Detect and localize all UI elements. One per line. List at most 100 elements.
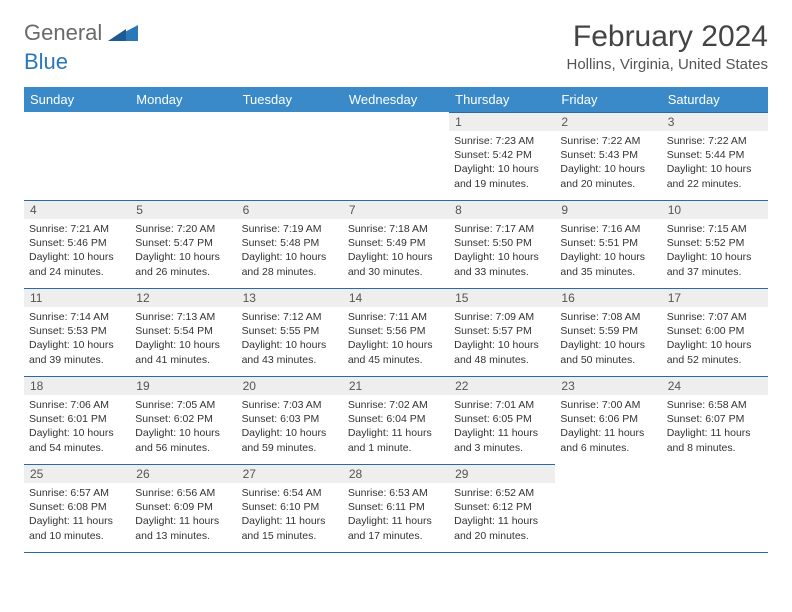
daylight-text: Daylight: 10 hours and 33 minutes. (454, 250, 550, 278)
logo-word-blue: Blue (24, 49, 768, 75)
sunrise-text: Sunrise: 7:11 AM (348, 310, 444, 324)
sunset-text: Sunset: 5:53 PM (29, 324, 125, 338)
day-details: Sunrise: 6:56 AMSunset: 6:09 PMDaylight:… (130, 483, 236, 548)
sunset-text: Sunset: 5:48 PM (242, 236, 338, 250)
sunset-text: Sunset: 6:03 PM (242, 412, 338, 426)
daylight-text: Daylight: 10 hours and 24 minutes. (29, 250, 125, 278)
day-cell: . (662, 464, 768, 552)
day-number: 18 (24, 376, 130, 395)
calendar-table: Sunday Monday Tuesday Wednesday Thursday… (24, 87, 768, 553)
day-details: Sunrise: 7:08 AMSunset: 5:59 PMDaylight:… (555, 307, 661, 372)
day-number: 6 (237, 200, 343, 219)
day-details: Sunrise: 7:11 AMSunset: 5:56 PMDaylight:… (343, 307, 449, 372)
daylight-text: Daylight: 10 hours and 52 minutes. (667, 338, 763, 366)
sunset-text: Sunset: 5:55 PM (242, 324, 338, 338)
day-number: 2 (555, 112, 661, 131)
sunset-text: Sunset: 5:42 PM (454, 148, 550, 162)
day-cell: 20Sunrise: 7:03 AMSunset: 6:03 PMDayligh… (237, 376, 343, 464)
weekday-header: Tuesday (237, 87, 343, 112)
sunset-text: Sunset: 6:09 PM (135, 500, 231, 514)
day-cell: 6Sunrise: 7:19 AMSunset: 5:48 PMDaylight… (237, 200, 343, 288)
day-details: Sunrise: 7:18 AMSunset: 5:49 PMDaylight:… (343, 219, 449, 284)
day-number: 13 (237, 288, 343, 307)
logo-word-general: General (24, 20, 102, 46)
day-cell: 22Sunrise: 7:01 AMSunset: 6:05 PMDayligh… (449, 376, 555, 464)
day-cell: 27Sunrise: 6:54 AMSunset: 6:10 PMDayligh… (237, 464, 343, 552)
day-cell: 29Sunrise: 6:52 AMSunset: 6:12 PMDayligh… (449, 464, 555, 552)
day-details: Sunrise: 7:03 AMSunset: 6:03 PMDaylight:… (237, 395, 343, 460)
daylight-text: Daylight: 10 hours and 50 minutes. (560, 338, 656, 366)
day-number: 14 (343, 288, 449, 307)
sunset-text: Sunset: 6:00 PM (667, 324, 763, 338)
day-number: 10 (662, 200, 768, 219)
daylight-text: Daylight: 10 hours and 48 minutes. (454, 338, 550, 366)
day-number: 9 (555, 200, 661, 219)
day-number: 27 (237, 464, 343, 483)
daylight-text: Daylight: 10 hours and 59 minutes. (242, 426, 338, 454)
day-details: Sunrise: 7:20 AMSunset: 5:47 PMDaylight:… (130, 219, 236, 284)
day-cell: 5Sunrise: 7:20 AMSunset: 5:47 PMDaylight… (130, 200, 236, 288)
day-number: 26 (130, 464, 236, 483)
sunrise-text: Sunrise: 7:09 AM (454, 310, 550, 324)
logo: General (24, 20, 140, 46)
sunset-text: Sunset: 6:12 PM (454, 500, 550, 514)
day-number: 21 (343, 376, 449, 395)
logo-triangle-icon (108, 23, 138, 43)
sunrise-text: Sunrise: 6:53 AM (348, 486, 444, 500)
daylight-text: Daylight: 10 hours and 20 minutes. (560, 162, 656, 190)
week-row: 25Sunrise: 6:57 AMSunset: 6:08 PMDayligh… (24, 464, 768, 552)
day-number: 11 (24, 288, 130, 307)
day-number: 15 (449, 288, 555, 307)
day-number: 8 (449, 200, 555, 219)
day-number: 29 (449, 464, 555, 483)
day-details: Sunrise: 7:16 AMSunset: 5:51 PMDaylight:… (555, 219, 661, 284)
day-details: Sunrise: 7:17 AMSunset: 5:50 PMDaylight:… (449, 219, 555, 284)
week-row: 4Sunrise: 7:21 AMSunset: 5:46 PMDaylight… (24, 200, 768, 288)
sunset-text: Sunset: 5:54 PM (135, 324, 231, 338)
day-details: Sunrise: 6:54 AMSunset: 6:10 PMDaylight:… (237, 483, 343, 548)
day-cell: 26Sunrise: 6:56 AMSunset: 6:09 PMDayligh… (130, 464, 236, 552)
sunset-text: Sunset: 6:01 PM (29, 412, 125, 426)
daylight-text: Daylight: 10 hours and 35 minutes. (560, 250, 656, 278)
daylight-text: Daylight: 11 hours and 10 minutes. (29, 514, 125, 542)
day-details: Sunrise: 7:09 AMSunset: 5:57 PMDaylight:… (449, 307, 555, 372)
sunset-text: Sunset: 5:50 PM (454, 236, 550, 250)
day-cell: 28Sunrise: 6:53 AMSunset: 6:11 PMDayligh… (343, 464, 449, 552)
sunset-text: Sunset: 5:43 PM (560, 148, 656, 162)
day-details: Sunrise: 7:02 AMSunset: 6:04 PMDaylight:… (343, 395, 449, 460)
daylight-text: Daylight: 10 hours and 45 minutes. (348, 338, 444, 366)
daylight-text: Daylight: 10 hours and 30 minutes. (348, 250, 444, 278)
day-details: Sunrise: 7:05 AMSunset: 6:02 PMDaylight:… (130, 395, 236, 460)
day-number: 7 (343, 200, 449, 219)
day-number: 28 (343, 464, 449, 483)
day-details: Sunrise: 6:57 AMSunset: 6:08 PMDaylight:… (24, 483, 130, 548)
sunrise-text: Sunrise: 7:22 AM (667, 134, 763, 148)
day-cell: 10Sunrise: 7:15 AMSunset: 5:52 PMDayligh… (662, 200, 768, 288)
day-details: Sunrise: 7:19 AMSunset: 5:48 PMDaylight:… (237, 219, 343, 284)
daylight-text: Daylight: 10 hours and 19 minutes. (454, 162, 550, 190)
sunrise-text: Sunrise: 7:21 AM (29, 222, 125, 236)
weekday-header-row: Sunday Monday Tuesday Wednesday Thursday… (24, 87, 768, 112)
sunset-text: Sunset: 5:57 PM (454, 324, 550, 338)
sunrise-text: Sunrise: 7:05 AM (135, 398, 231, 412)
daylight-text: Daylight: 11 hours and 1 minute. (348, 426, 444, 454)
sunset-text: Sunset: 6:02 PM (135, 412, 231, 426)
week-row: ....1Sunrise: 7:23 AMSunset: 5:42 PMDayl… (24, 112, 768, 200)
sunrise-text: Sunrise: 7:22 AM (560, 134, 656, 148)
day-number: 5 (130, 200, 236, 219)
sunrise-text: Sunrise: 7:15 AM (667, 222, 763, 236)
daylight-text: Daylight: 11 hours and 13 minutes. (135, 514, 231, 542)
sunrise-text: Sunrise: 6:56 AM (135, 486, 231, 500)
sunrise-text: Sunrise: 7:18 AM (348, 222, 444, 236)
weekday-header: Monday (130, 87, 236, 112)
day-details: Sunrise: 6:53 AMSunset: 6:11 PMDaylight:… (343, 483, 449, 548)
day-details: Sunrise: 7:23 AMSunset: 5:42 PMDaylight:… (449, 131, 555, 196)
day-cell: . (24, 112, 130, 200)
sunset-text: Sunset: 6:10 PM (242, 500, 338, 514)
day-cell: . (555, 464, 661, 552)
sunrise-text: Sunrise: 7:00 AM (560, 398, 656, 412)
sunrise-text: Sunrise: 6:52 AM (454, 486, 550, 500)
sunrise-text: Sunrise: 7:23 AM (454, 134, 550, 148)
sunset-text: Sunset: 6:04 PM (348, 412, 444, 426)
day-details: Sunrise: 7:06 AMSunset: 6:01 PMDaylight:… (24, 395, 130, 460)
